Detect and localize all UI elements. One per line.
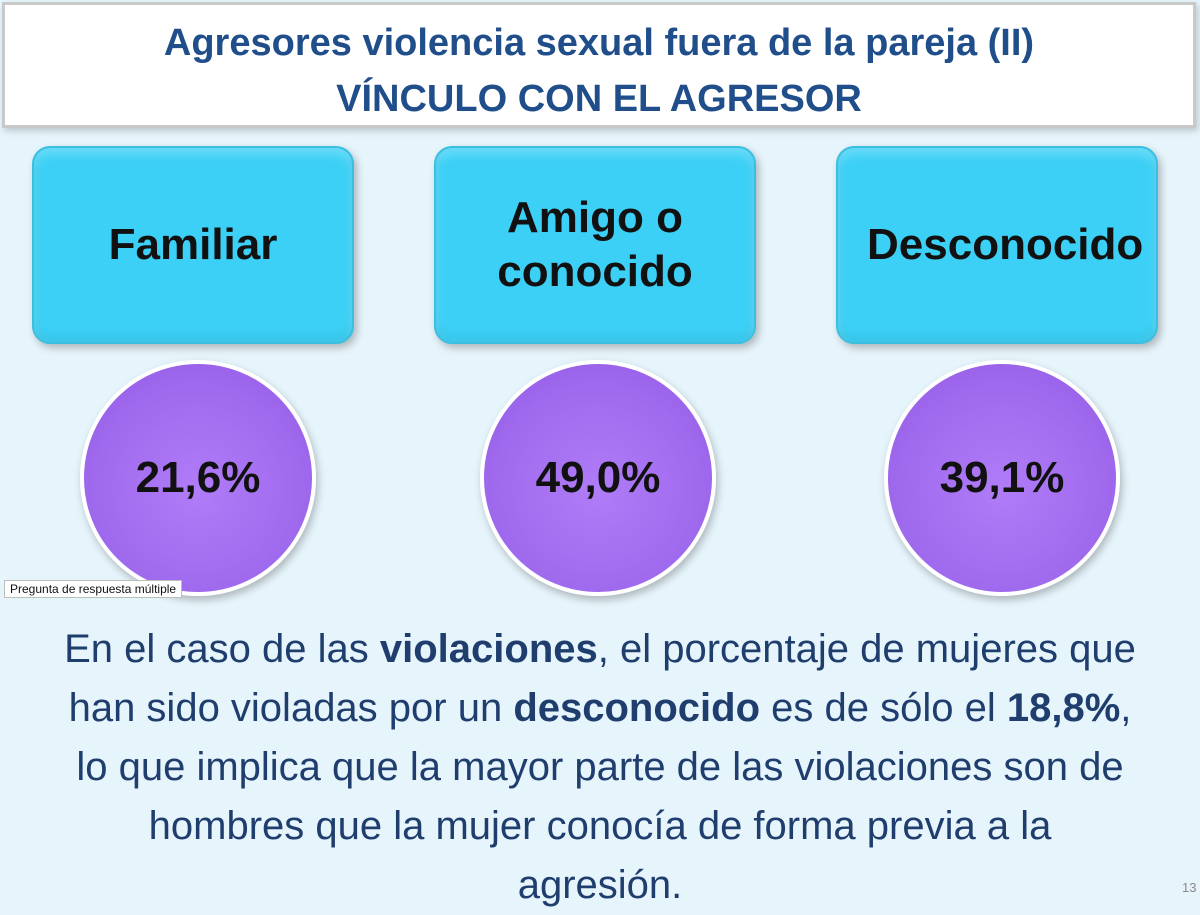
category-box-desconocido: Desconocido <box>836 146 1158 344</box>
slide-number: 13 <box>1182 880 1197 895</box>
percentage-circle-familiar: 21,6% <box>80 360 316 596</box>
body-line-5: agresión. <box>517 863 683 907</box>
body-paragraph: En el caso de las violaciones, el porcen… <box>0 620 1200 915</box>
percentage-circle-desconocido: 39,1% <box>884 360 1120 596</box>
category-label-amigo: Amigo o conocido <box>497 193 693 296</box>
category-box-familiar: Familiar <box>32 146 354 344</box>
body-line-2: han sido violadas por un desconocido es … <box>0 679 1200 738</box>
body-text-segment: , <box>1120 686 1132 730</box>
page-subtitle: VÍNCULO CON EL AGRESOR <box>336 78 862 120</box>
title-box: Agresores violencia sexual fuera de la p… <box>2 2 1196 128</box>
body-text-segment: han sido violadas por un <box>68 686 514 730</box>
percentage-circle-amigo: 49,0% <box>480 360 716 596</box>
percentage-value-familiar: 21,6% <box>135 453 261 502</box>
body-emphasis-percentage: 18,8% <box>1006 686 1121 730</box>
category-label-familiar: Familiar <box>108 220 278 269</box>
body-text-segment: , el porcentaje de mujeres que <box>597 627 1136 671</box>
percentage-value-desconocido: 39,1% <box>939 453 1065 502</box>
category-box-amigo: Amigo o conocido <box>434 146 756 344</box>
multiple-response-note: Pregunta de respuesta múltiple <box>4 580 183 598</box>
page-title: Agresores violencia sexual fuera de la p… <box>163 22 1035 64</box>
percentage-value-amigo: 49,0% <box>535 453 661 502</box>
body-text-segment: En el caso de las <box>64 627 380 671</box>
body-line-3: lo que implica que la mayor parte de las… <box>76 745 1124 789</box>
body-line-4: hombres que la mujer conocía de forma pr… <box>148 804 1052 848</box>
body-text-segment: es de sólo el <box>760 686 1007 730</box>
body-emphasis-desconocido: desconocido <box>513 686 761 730</box>
category-label-desconocido: Desconocido <box>867 220 1144 269</box>
body-line-1: En el caso de las violaciones, el porcen… <box>0 620 1200 679</box>
body-emphasis-violaciones: violaciones <box>379 627 598 671</box>
